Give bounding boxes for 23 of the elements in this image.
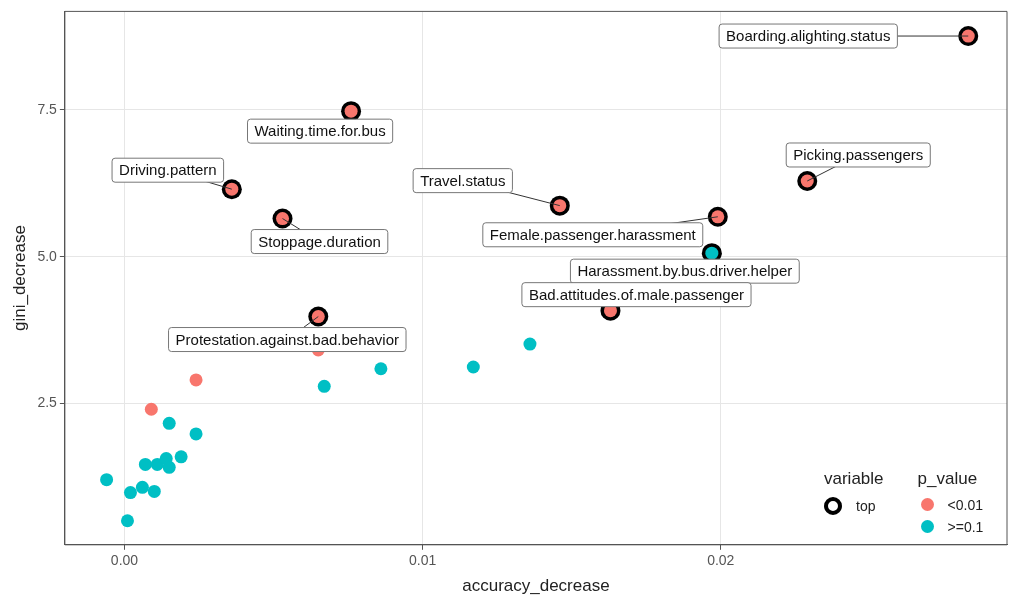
y-tick-label: 7.5	[37, 100, 58, 117]
annotation: Harassment.by.bus.driver.helper	[577, 262, 793, 280]
annotation: Driving.pattern	[119, 161, 217, 179]
annotation: Travel.status	[420, 171, 506, 189]
annotation: Picking.passengers	[793, 146, 924, 164]
annotation: Protestation.against.bad.behavior	[175, 330, 400, 348]
x-axis-title: accuracy_decrease	[462, 576, 610, 596]
annotation: Female.passenger.harassment	[489, 225, 697, 243]
y-axis-title: gini_decrease	[9, 225, 29, 332]
x-tick-label: 0.00	[110, 552, 139, 569]
legend-label: <0.01	[947, 496, 983, 513]
x-tick-label: 0.02	[707, 552, 735, 569]
legend-label: top	[856, 497, 876, 514]
annotation: Boarding.alighting.status	[726, 27, 891, 45]
annotation: Bad.attitudes.of.male.passenger	[528, 285, 745, 303]
text: variable	[824, 468, 884, 488]
annotation: Stoppage.duration	[258, 232, 381, 250]
legend-label: >=0.1	[947, 518, 984, 535]
y-tick-label: 2.5	[37, 394, 58, 411]
y-tick-label: 5.0	[37, 247, 58, 264]
annotation: Waiting.time.for.bus	[254, 122, 386, 140]
text: p_value	[917, 468, 978, 488]
x-tick-label: 0.01	[409, 552, 437, 569]
